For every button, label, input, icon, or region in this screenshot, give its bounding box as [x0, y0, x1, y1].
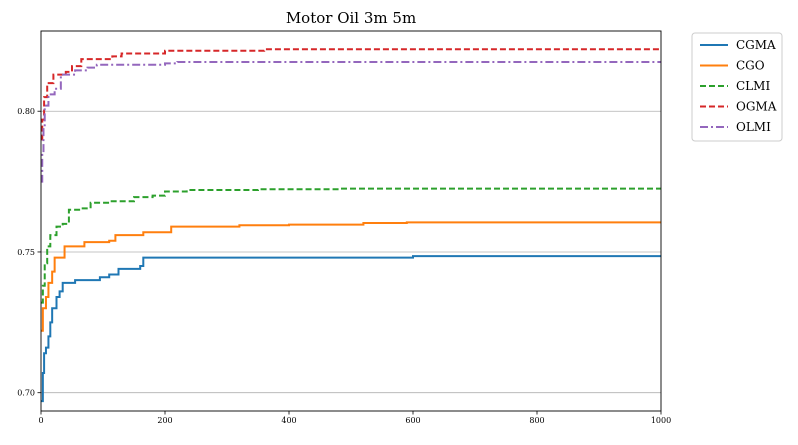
series-line-cgma — [41, 255, 661, 403]
series-line-cgo — [41, 221, 661, 332]
legend-label-clmi: CLMI — [736, 79, 770, 93]
legend-label-ogma: OGMA — [736, 100, 777, 114]
x-tick-label-3: 600 — [405, 416, 420, 425]
legend-label-cgma: CGMA — [736, 38, 776, 52]
legend-box — [691, 32, 783, 142]
y-tick-label-1: 0.75 — [17, 248, 35, 257]
grid-lines — [41, 110, 661, 394]
x-tick-label-4: 800 — [529, 416, 544, 425]
series-line-clmi — [41, 187, 661, 304]
series-line-ogma — [41, 48, 661, 141]
legend-label-cgo: CGO — [736, 59, 765, 73]
series-line-olmi — [41, 60, 661, 183]
axes: 0 200 400 600 800 1000 0.70 0.75 0.80 — [17, 107, 671, 425]
y-tick-label-2: 0.80 — [17, 107, 35, 116]
x-tick-label-2: 400 — [281, 416, 296, 425]
x-tick-label-0: 0 — [38, 416, 43, 425]
plot-frame — [40, 30, 662, 412]
y-tick-label-0: 0.70 — [17, 389, 35, 398]
legend-label-olmi: OLMI — [736, 120, 771, 134]
x-tick-label-1: 200 — [157, 416, 172, 425]
legend: CGMA CGO CLMI OGMA OLMI — [691, 32, 783, 142]
chart-title: Motor Oil 3m 5m — [286, 9, 416, 27]
series-layer — [41, 48, 661, 403]
x-tick-label-5: 1000 — [651, 416, 671, 425]
